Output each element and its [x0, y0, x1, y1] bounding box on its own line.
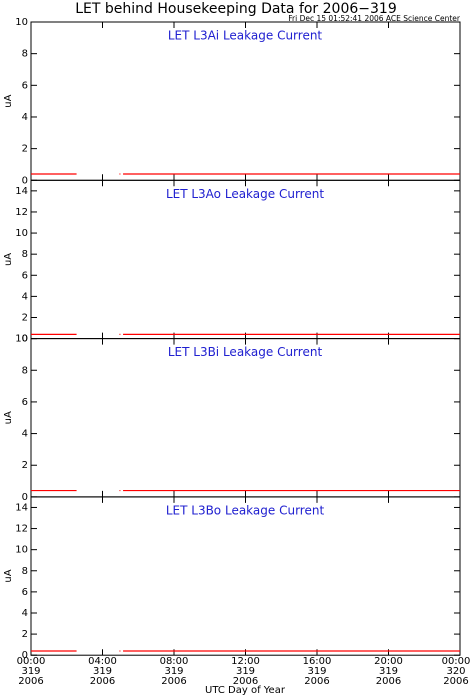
- y-tick-label: 4: [22, 112, 28, 123]
- y-tick-label: 4: [22, 291, 28, 302]
- y-tick-label: 14: [15, 186, 28, 197]
- y-tick-label: 0: [22, 175, 28, 186]
- y-tick-label: 6: [22, 397, 28, 408]
- y-tick-label: 8: [22, 249, 28, 260]
- y-axis-label: uA: [3, 94, 14, 107]
- y-tick-label: 8: [22, 49, 28, 60]
- plot-frame: [30, 179, 461, 340]
- y-tick-label: 0: [22, 334, 28, 345]
- y-tick-label: 10: [15, 334, 28, 345]
- y-tick-label: 2: [22, 629, 28, 640]
- x-tick-label: 08:00 319 2006: [159, 656, 189, 688]
- x-tick-label: 00:00 320 2006: [441, 656, 471, 688]
- y-tick-label: 8: [22, 365, 28, 376]
- y-axis-label: uA: [3, 411, 14, 424]
- y-tick-label: 2: [22, 144, 28, 155]
- y-tick-label: 2: [22, 460, 28, 471]
- y-tick-label: 8: [22, 566, 28, 577]
- x-tick-label: 12:00 319 2006: [231, 656, 260, 688]
- y-tick-label: 0: [22, 650, 28, 661]
- y-axis-label: uA: [3, 253, 14, 266]
- y-tick-label: 14: [15, 502, 28, 513]
- y-tick-label: 6: [22, 270, 28, 281]
- panel-title: LET L3Ao Leakage Current: [166, 187, 324, 201]
- chart-subtitle: Fri Dec 15 01:52:41 2006 ACE Science Cen…: [288, 14, 461, 23]
- y-tick-label: 0: [22, 492, 28, 503]
- x-tick-label: 16:00 319 2006: [302, 656, 332, 688]
- chart-title: LET behind Housekeeping Data for 2006−31…: [75, 1, 396, 17]
- y-tick-label: 2: [22, 312, 28, 323]
- y-tick-label: 12: [15, 524, 28, 535]
- y-tick-label: 4: [22, 608, 28, 619]
- plot-frame: [30, 21, 461, 181]
- y-tick-label: 6: [22, 80, 28, 91]
- x-axis-label: UTC Day of Year: [205, 685, 286, 696]
- panel-title: LET L3Bo Leakage Current: [166, 503, 325, 517]
- panel-title: LET L3Bi Leakage Current: [168, 345, 323, 359]
- y-tick-label: 10: [15, 228, 28, 239]
- y-tick-label: 6: [22, 587, 28, 598]
- panel-title: LET L3Ai Leakage Current: [168, 29, 323, 43]
- y-axis-label: uA: [3, 569, 14, 582]
- x-tick-label: 04:00 319 2006: [88, 656, 117, 688]
- y-tick-label: 10: [15, 17, 28, 28]
- x-tick-label: 20:00 319 2006: [374, 656, 403, 688]
- y-tick-label: 12: [15, 207, 28, 218]
- x-tick-label: 00:00 319 2006: [16, 656, 46, 688]
- plot-frame: [30, 496, 461, 656]
- y-tick-label: 10: [15, 545, 28, 556]
- plot-frame: [30, 338, 461, 498]
- y-tick-label: 4: [22, 429, 28, 440]
